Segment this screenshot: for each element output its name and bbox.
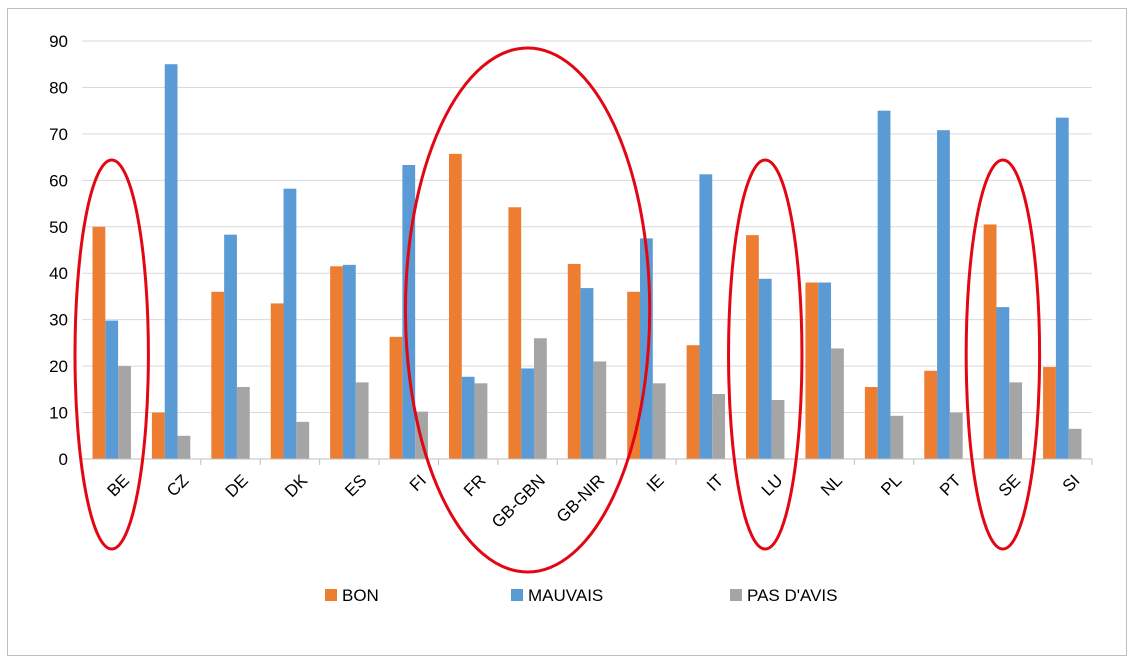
- legend-swatch: [511, 589, 523, 601]
- y-tick-label: 10: [49, 404, 68, 423]
- legend-label: MAUVAIS: [528, 586, 603, 605]
- x-axis: [81, 458, 1093, 465]
- bar-bon-be: [92, 226, 106, 459]
- bar-mauvais-si: [1055, 117, 1069, 459]
- x-tick-label: GB-NIR: [553, 471, 609, 527]
- bar-bon-dk: [270, 303, 284, 459]
- x-tick-label: BE: [104, 471, 133, 500]
- legend-swatch: [730, 589, 742, 601]
- y-tick-label: 30: [49, 311, 68, 330]
- bar-bon-nl: [805, 282, 819, 459]
- bar-mauvais-fr: [461, 376, 475, 459]
- legend-label: BON: [342, 586, 379, 605]
- bar-mauvais-gb-nir: [580, 288, 594, 459]
- bar-pas-d-avis-de: [236, 387, 250, 459]
- bar-bon-fr: [448, 153, 462, 460]
- bar-mauvais-pl: [877, 110, 891, 460]
- bar-pas-d-avis-cz: [177, 435, 191, 459]
- bar-bon-fi: [389, 336, 403, 459]
- y-tick-label: 50: [49, 218, 68, 237]
- bar-mauvais-it: [699, 174, 713, 459]
- y-tick-label: 80: [49, 78, 68, 97]
- bar-pas-d-avis-dk: [296, 421, 310, 459]
- x-tick-label: LU: [758, 471, 787, 500]
- bar-pas-d-avis-nl: [831, 348, 844, 459]
- bar-pas-d-avis-se: [1009, 382, 1023, 459]
- x-tick-label: PL: [877, 471, 905, 499]
- y-tick-label: 0: [59, 450, 68, 469]
- bar-mauvais-cz: [164, 64, 178, 459]
- bar-bon-de: [211, 291, 225, 459]
- bar-mauvais-gb-gbn: [521, 368, 534, 459]
- x-tick-label: DE: [222, 471, 252, 501]
- bar-pas-d-avis-gb-nir: [593, 361, 607, 459]
- bar-mauvais-pt: [937, 130, 950, 459]
- bar-bon-se: [983, 224, 997, 459]
- bars: [92, 64, 1082, 460]
- bar-bon-ie: [627, 291, 641, 459]
- bar-mauvais-dk: [283, 188, 297, 459]
- bar-bon-si: [1043, 367, 1056, 459]
- bar-pas-d-avis-pl: [890, 415, 904, 459]
- highlight-oval: [964, 158, 1042, 551]
- bar-pas-d-avis-si: [1068, 428, 1082, 459]
- bar-mauvais-lu: [758, 278, 772, 459]
- highlight-ovals: [73, 46, 1042, 574]
- highlight-oval: [727, 158, 804, 551]
- bar-pas-d-avis-ie: [652, 383, 666, 459]
- bar-pas-d-avis-it: [712, 393, 726, 459]
- bar-bon-it: [686, 345, 700, 459]
- y-tick-label: 20: [49, 357, 68, 376]
- bar-bon-lu: [746, 235, 759, 459]
- x-tick-label: GB-GBN: [488, 471, 549, 532]
- bar-pas-d-avis-es: [355, 382, 369, 459]
- bar-mauvais-nl: [818, 282, 832, 459]
- bar-mauvais-se: [996, 307, 1010, 459]
- bar-mauvais-de: [224, 234, 237, 459]
- x-tick-label: SI: [1059, 471, 1084, 496]
- bar-bon-gb-nir: [567, 263, 581, 459]
- x-tick-label: PT: [936, 471, 965, 500]
- highlight-oval: [403, 46, 652, 574]
- x-tick-label: DK: [281, 470, 312, 501]
- bar-pas-d-avis-lu: [771, 400, 785, 459]
- bar-mauvais-ie: [640, 238, 653, 459]
- y-tick-label: 40: [49, 264, 68, 283]
- bar-pas-d-avis-gb-gbn: [533, 338, 547, 459]
- bar-bon-cz: [151, 412, 165, 459]
- bar-bon-es: [330, 266, 343, 459]
- legend: BON MAUVAIS PAS D'AVIS: [325, 586, 837, 605]
- legend-label: PAS D'AVIS: [747, 586, 837, 605]
- x-tick-label: SE: [995, 471, 1024, 500]
- bar-pas-d-avis-fr: [474, 383, 488, 459]
- y-axis-labels: 0 10 20 30 40 50 60 70 80 90: [49, 32, 68, 469]
- x-tick-label: CZ: [163, 471, 192, 500]
- bar-mauvais-es: [342, 264, 356, 459]
- y-tick-label: 90: [49, 32, 68, 51]
- bar-bon-gb-gbn: [508, 207, 522, 459]
- legend-swatch: [325, 589, 337, 601]
- bar-bon-pl: [864, 387, 878, 459]
- x-tick-label: IE: [643, 471, 668, 496]
- x-tick-label: ES: [341, 471, 370, 500]
- bar-pas-d-avis-be: [118, 366, 131, 459]
- gridlines: [82, 40, 1092, 414]
- x-tick-label: IT: [703, 471, 727, 495]
- bar-pas-d-avis-pt: [949, 412, 963, 459]
- x-tick-label: FR: [460, 471, 489, 500]
- x-tick-label: NL: [817, 471, 846, 500]
- bar-bon-pt: [924, 370, 938, 459]
- y-tick-label: 70: [49, 125, 68, 144]
- highlight-oval: [73, 158, 150, 551]
- x-tick-label: FI: [406, 471, 430, 495]
- y-tick-label: 60: [49, 171, 68, 190]
- bar-mauvais-be: [105, 320, 119, 459]
